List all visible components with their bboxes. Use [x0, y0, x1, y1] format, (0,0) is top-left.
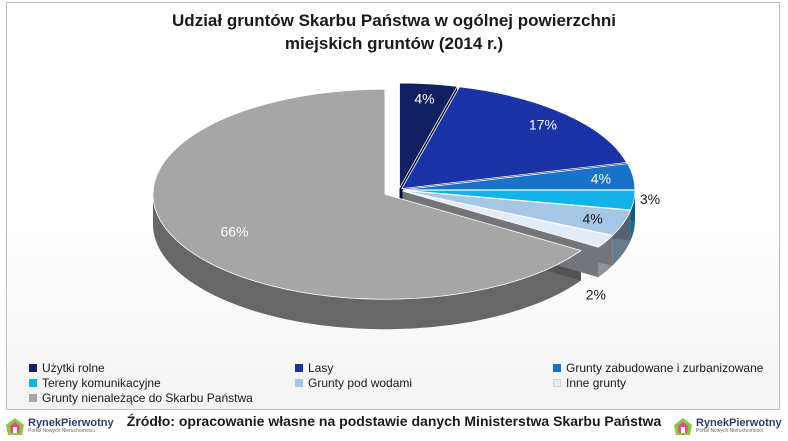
legend-item: Użytki rolne — [29, 361, 105, 375]
pie-labels: 4% 17% 4% 3% 4% 2% 66% — [221, 90, 661, 302]
pie-slice — [401, 86, 628, 190]
legend-label: Lasy — [308, 361, 334, 375]
pie-slice-side — [152, 194, 581, 330]
logo-tagline: Portal Nowych Nieruchomości — [696, 428, 763, 434]
legend-item: Lasy — [295, 361, 333, 375]
pie-data-label: 3% — [640, 191, 660, 207]
legend-swatch — [29, 379, 37, 387]
pie-slice — [402, 163, 636, 191]
pie-data-label: 66% — [221, 224, 249, 240]
legend-item: Grunty zabudowane i zurbanizowane — [553, 361, 763, 375]
pie-chart: 4% 17% 4% 3% 4% 2% 66% — [152, 82, 661, 330]
logo-name: RynekPierwotny — [696, 417, 782, 429]
house-logo-icon — [674, 418, 692, 435]
legend-swatch — [295, 379, 303, 387]
legend-swatch — [29, 394, 37, 402]
pie-slice — [402, 190, 614, 248]
legend-item: Grunty pod wodami — [295, 376, 412, 390]
legend-item: Inne grunty — [553, 376, 626, 390]
chart-frame: Udział gruntów Skarbu Państwa w ogólnej … — [6, 2, 780, 410]
legend-swatch — [295, 364, 303, 372]
legend-label: Użytki rolne — [42, 361, 105, 375]
pie-slice — [152, 88, 582, 300]
pie-slice — [399, 82, 458, 190]
chart-title-line-1: Udział gruntów Skarbu Państwa w ogólnej … — [172, 11, 616, 30]
source-note: Źródło: opracowanie własne na podstawie … — [126, 413, 662, 429]
logo-name: RynekPierwotny — [28, 417, 114, 429]
legend-label: Grunty zabudowane i zurbanizowane — [566, 361, 764, 375]
legend-swatch — [553, 364, 561, 372]
legend-label: Tereny komunikacyjne — [42, 376, 161, 390]
legend-swatch — [553, 379, 561, 387]
pie-slice — [402, 189, 636, 211]
pie-data-label: 17% — [529, 117, 557, 133]
pie-slice — [402, 190, 632, 236]
logo-left: RynekPierwotny Portal Nowych Nieruchomoś… — [5, 414, 114, 438]
legend-label: Grunty pod wodami — [308, 376, 413, 390]
legend: Użytki rolne Lasy Grunty zabudowane i zurb… — [29, 361, 769, 411]
logo-right: RynekPierwotny Portal Nowych Nieruchomoś… — [673, 414, 782, 438]
logo-tagline: Portal Nowych Nieruchomości — [28, 428, 95, 434]
legend-label: Inne grunty — [566, 376, 627, 390]
pie-data-label: 2% — [586, 287, 606, 303]
chart-title: Udział gruntów Skarbu Państwa w ogólnej … — [7, 9, 781, 55]
legend-swatch — [29, 364, 37, 372]
pie-data-label: 4% — [591, 170, 611, 186]
legend-item: Grunty nienależące do Skarbu Państwa — [29, 391, 253, 405]
chart-title-line-2: miejskich gruntów (2014 r.) — [284, 34, 504, 53]
pie-data-label: 4% — [582, 211, 602, 227]
legend-label: Grunty nienależące do Skarbu Państwa — [42, 391, 253, 405]
house-logo-icon — [6, 418, 24, 435]
pie-tops — [152, 82, 636, 300]
legend-item: Tereny komunikacyjne — [29, 376, 161, 390]
pie-data-label: 4% — [414, 90, 434, 106]
